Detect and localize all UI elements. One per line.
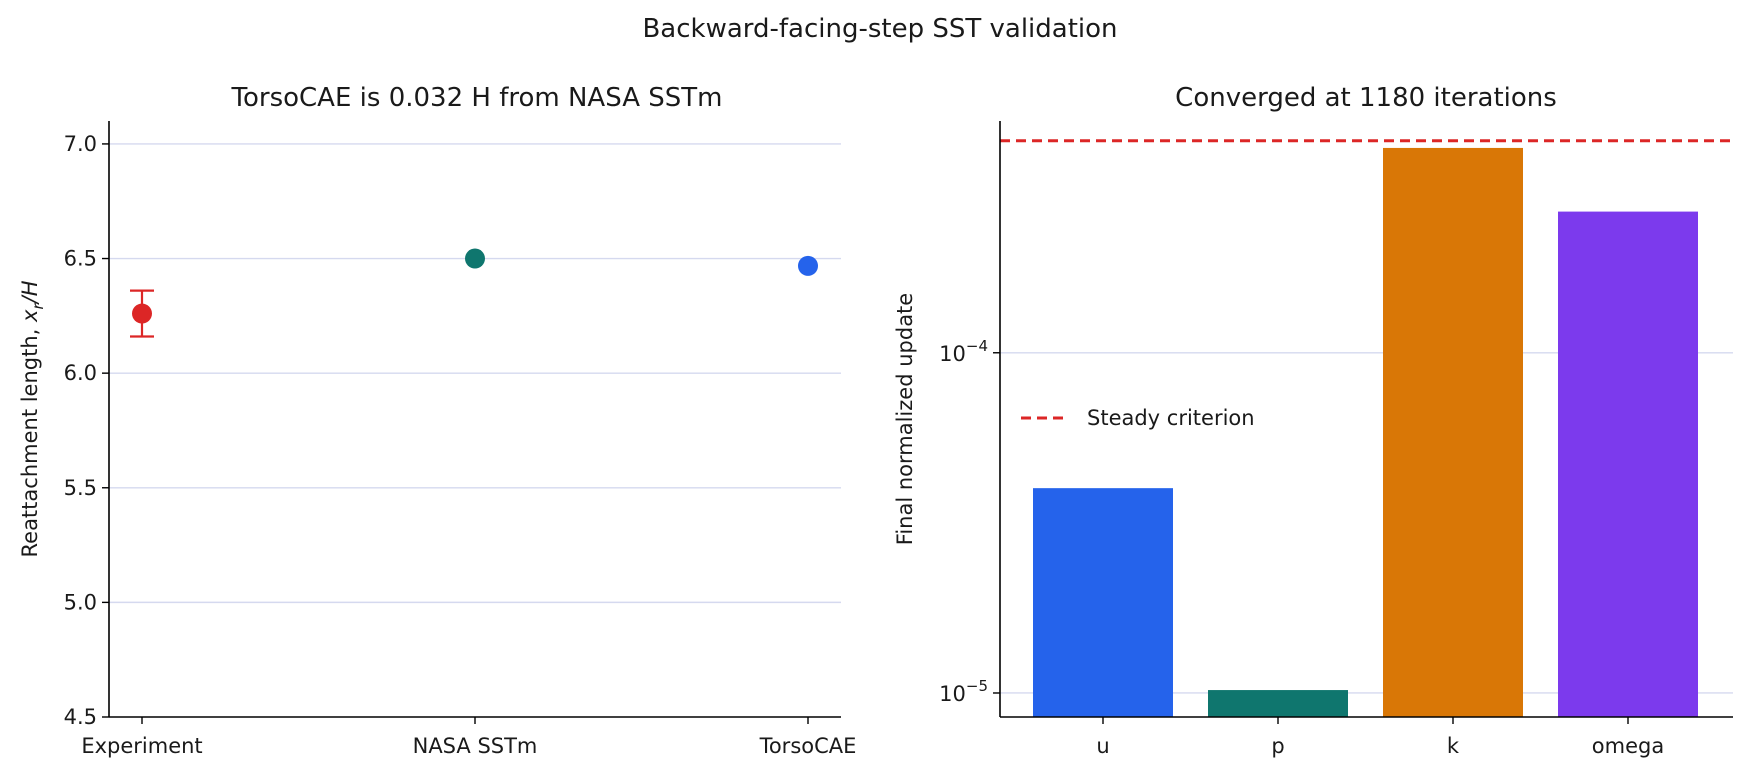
figure-title: Backward-facing-step SST validation	[642, 14, 1117, 44]
left-x-tick-label: Experiment	[81, 734, 202, 758]
right-y-ticks: 10−4 10−5	[939, 337, 1000, 706]
left-y-tick-label: 5.0	[64, 590, 97, 614]
left-y-tick-label: 6.5	[64, 247, 97, 271]
right-panel: Converged at 1180 iterations 10−4 10−5 u p…	[893, 83, 1733, 758]
left-gridlines	[109, 143, 841, 604]
right-x-tick-label: k	[1447, 734, 1460, 758]
right-bars	[1033, 147, 1698, 717]
left-y-tick-label: 7.0	[64, 132, 97, 156]
left-x-tick-label: TorsoCAE	[759, 734, 857, 758]
right-x-tick-label: p	[1271, 734, 1284, 758]
left-y-ticks: 4.5 5.0 5.5 6.0 6.5 7.0	[64, 132, 109, 729]
left-x-ticks: Experiment NASA SSTm TorsoCAE	[81, 717, 856, 758]
left-y-tick-label: 5.5	[64, 476, 97, 500]
bar-k	[1383, 147, 1523, 717]
legend-label: Steady criterion	[1087, 406, 1255, 430]
left-panel-title: TorsoCAE is 0.032 H from NASA SSTm	[231, 83, 723, 113]
left-y-axis-label: Reattachment length, xr/H	[18, 280, 47, 557]
bar-p	[1208, 690, 1348, 717]
right-x-tick-label: omega	[1592, 734, 1664, 758]
right-y-tick-label: 10−4	[939, 337, 988, 366]
left-data-points	[130, 248, 818, 338]
bar-omega	[1558, 211, 1698, 717]
left-x-tick-label: NASA SSTm	[413, 734, 538, 758]
right-y-axis-label: Final normalized update	[893, 293, 917, 545]
data-point	[132, 303, 152, 324]
data-point	[465, 248, 485, 269]
legend: Steady criterion	[1021, 406, 1255, 430]
left-y-tick-label: 6.0	[64, 361, 97, 385]
right-x-tick-label: u	[1096, 734, 1109, 758]
right-y-tick-label: 10−5	[939, 677, 988, 706]
data-point	[798, 255, 818, 276]
left-panel: TorsoCAE is 0.032 H from NASA SSTm 4.5 5.…	[18, 83, 856, 758]
right-panel-title: Converged at 1180 iterations	[1175, 83, 1557, 113]
right-x-ticks: u p k omega	[1096, 717, 1664, 758]
bar-u	[1033, 488, 1173, 717]
left-y-tick-label: 4.5	[64, 705, 97, 729]
